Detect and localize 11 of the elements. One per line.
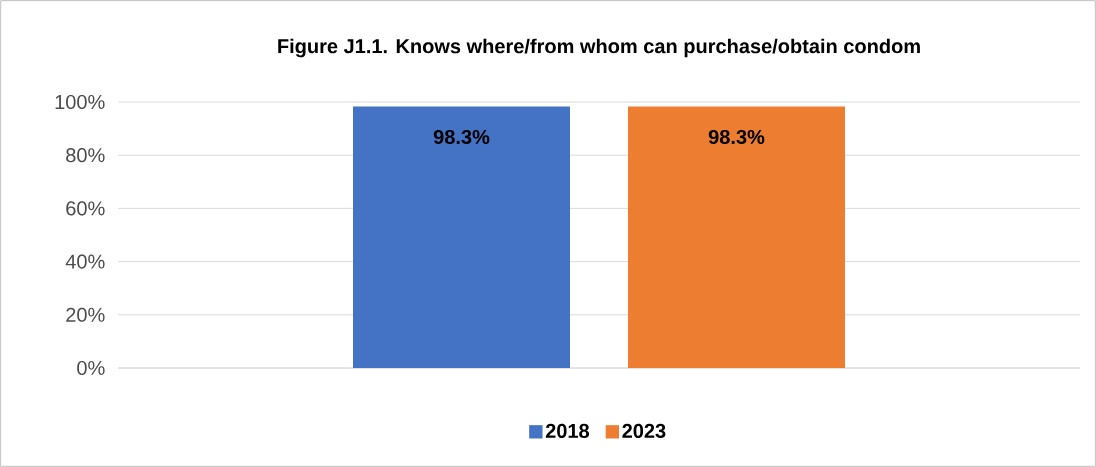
y-tick-label: 80%: [66, 148, 105, 163]
y-tick-label: 100%: [55, 94, 105, 110]
data-label: 98.3%: [433, 129, 490, 145]
data-label: 98.3%: [708, 129, 765, 145]
legend-label: 2018: [545, 423, 590, 438]
y-tick-label: 0%: [77, 360, 105, 376]
legend-label: 2023: [622, 423, 666, 439]
chart-title: Figure J1.1. Knows where/from whom can purchase/obtain condom: [278, 38, 920, 58]
y-tick-label: 60%: [66, 201, 105, 216]
y-tick-label: 20%: [66, 307, 105, 322]
y-tick-label: 40%: [65, 254, 105, 269]
